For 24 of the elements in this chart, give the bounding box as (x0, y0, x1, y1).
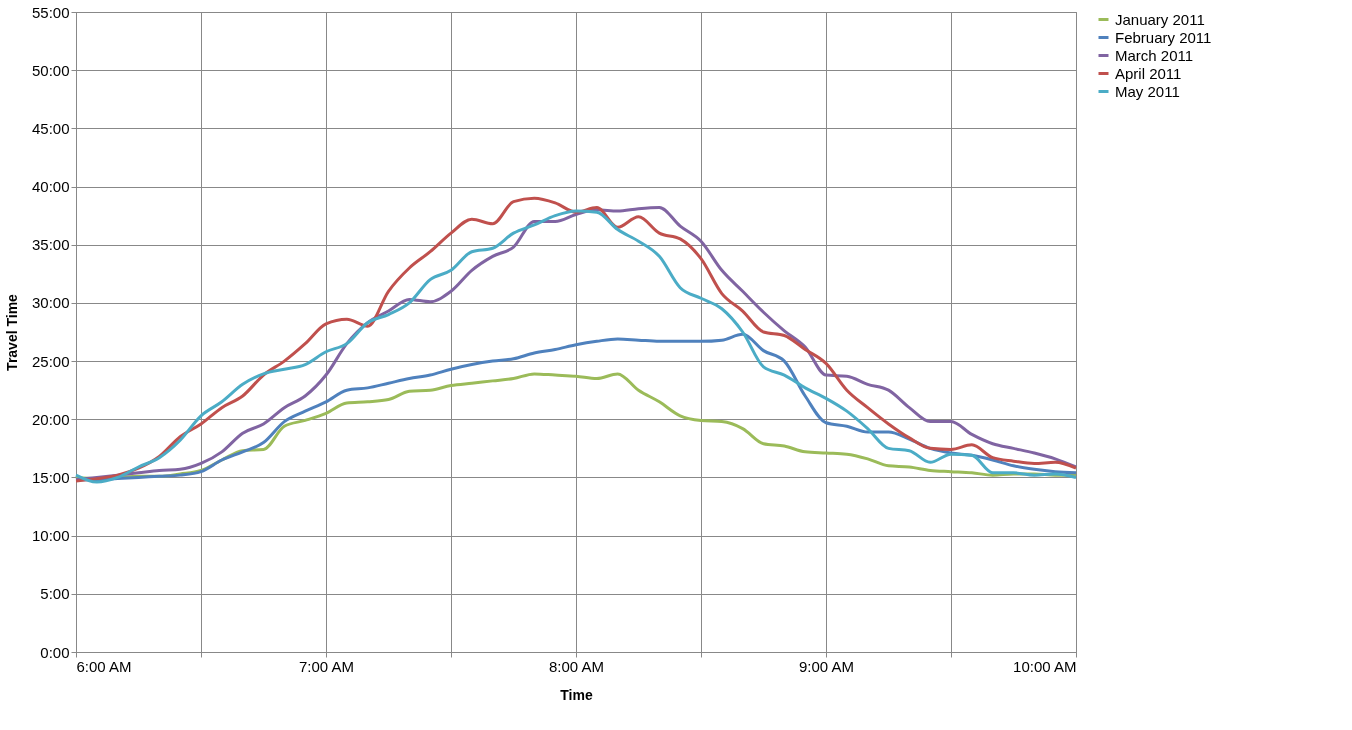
x-tick-label: 6:00 AM (76, 657, 132, 675)
x-tick-label: 10:00 AM (1013, 657, 1077, 675)
y-tick-label: 55:00 (31, 3, 70, 21)
y-axis-title: Travel Time (3, 293, 20, 371)
legend-label: March 2011 (1115, 46, 1194, 64)
y-tick-label: 20:00 (31, 410, 70, 428)
y-tick-label: 45:00 (31, 119, 70, 137)
y-tick-label: 35:00 (31, 236, 70, 254)
x-tick-label: 9:00 AM (798, 657, 855, 675)
y-tick-label: 15:00 (31, 468, 70, 486)
legend-label: May 2011 (1115, 82, 1180, 100)
y-tick-label: 30:00 (31, 294, 70, 312)
y-tick-label: 40:00 (31, 178, 70, 196)
legend-label: February 2011 (1115, 28, 1212, 46)
y-tick-label: 0:00 (40, 643, 70, 661)
y-tick-label: 10:00 (31, 527, 70, 545)
legend-label: January 2011 (1115, 10, 1205, 28)
y-tick-label: 50:00 (31, 61, 70, 79)
y-tick-label: 5:00 (40, 585, 70, 603)
x-tick-label: 8:00 AM (548, 657, 605, 675)
x-axis-title: Time (560, 686, 593, 703)
x-tick-label: 7:00 AM (298, 657, 355, 675)
y-tick-label: 25:00 (31, 352, 70, 370)
legend-label: April 2011 (1115, 64, 1182, 82)
